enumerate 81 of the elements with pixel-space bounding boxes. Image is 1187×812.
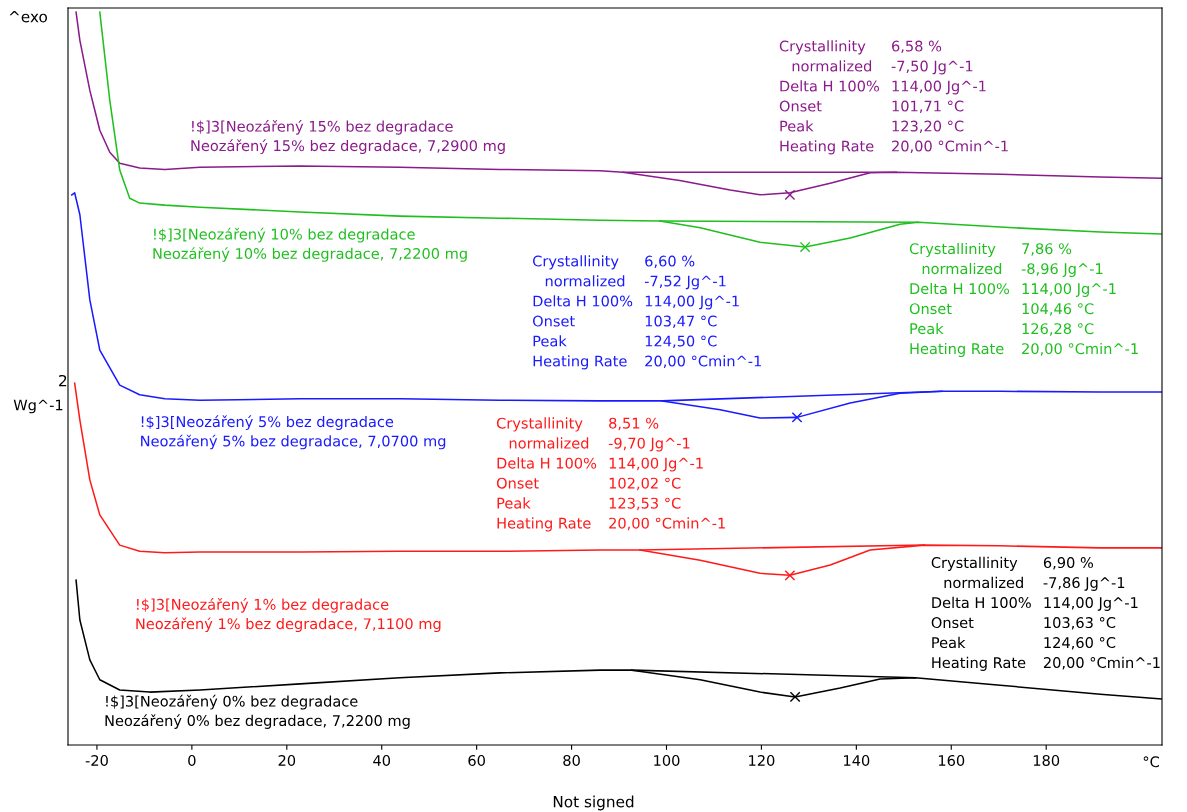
x-tick-label: 140 — [844, 754, 870, 767]
annotation: Heating Rate — [780, 140, 874, 155]
annotation: Onset — [779, 100, 822, 112]
annotation: Delta H 100% — [533, 295, 633, 307]
annotation: -7,50 Jg^-1 — [891, 60, 973, 75]
annotation: 114,00 Jg^-1 — [1044, 597, 1138, 611]
annotation: Onset — [533, 315, 575, 327]
annotation: Peak — [910, 322, 944, 335]
annotation: 6,90 % — [1043, 557, 1094, 570]
annotation: 102,02 °C — [609, 477, 681, 491]
series-label: !$]3[Neozářený 0% bez degradace Neozářený 0% bez degradace, 7,2200 mg — [105, 694, 410, 729]
x-tick-label: 100 — [654, 754, 680, 767]
annotation: Crystallinity — [909, 242, 996, 258]
series-label: !$]3[Neozářený 10% bez degradace Neozářený 10% bez degradace, 7,2200 mg — [153, 227, 467, 262]
series-label: !$]3[Neozářený 15% bez degradace Neozářený 15% bez degradace, 7,2900 mg — [191, 119, 505, 155]
x-tick-label: 80 — [563, 754, 580, 767]
text: !$]3[Neozářený 1% bez degradace Neozářený 1% bez degradace, 7,1100 mg — [136, 598, 441, 633]
annotation: 6,58 % — [892, 40, 942, 54]
x-tick-label: 20 — [278, 754, 296, 767]
annotation: 114,00 Jg^-1 — [892, 80, 986, 95]
annotation: Crystallinity — [931, 556, 1018, 571]
text: ^exo — [9, 11, 48, 23]
annotation: -7,86 Jg^-1 — [1043, 577, 1125, 591]
annotation: Delta H 100% — [497, 457, 597, 469]
annotation: 103,47 °C — [645, 315, 717, 329]
annotation: normalized — [792, 60, 872, 72]
annotation: 104,46 °C — [1022, 303, 1094, 316]
annotation: 123,20 °C — [892, 120, 964, 134]
x-axis-title: °C — [1143, 756, 1160, 768]
y-axis-title: Wg^-1 — [13, 399, 63, 414]
annotation: Onset — [909, 303, 952, 315]
annotation: Peak — [533, 335, 567, 347]
x-tick-label: 160 — [938, 754, 965, 767]
annotation: Heating Rate — [910, 342, 1004, 358]
annotation: 8,51 % — [609, 417, 659, 431]
annotation: 114,00 Jg^-1 — [645, 295, 739, 310]
annotation: Delta H 100% — [932, 596, 1031, 609]
annotation: 114,00 Jg^-1 — [609, 457, 703, 472]
annotation: 114,00 Jg^-1 — [1022, 283, 1116, 298]
annotation: 20,00 °Cmin^-1 — [892, 140, 1008, 154]
annotation: 126,28 °C — [1022, 323, 1094, 336]
x-tick-label: 120 — [749, 754, 775, 767]
annotation: Peak — [932, 636, 966, 649]
annotation: 6,60 % — [645, 255, 695, 269]
annotation: 124,50 °C — [645, 335, 717, 349]
annotation: normalized — [509, 437, 589, 449]
annotation: -8,96 Jg^-1 — [1021, 263, 1103, 278]
annotation: normalized — [944, 576, 1023, 589]
annotation: Peak — [780, 120, 814, 132]
annotation: normalized — [545, 275, 625, 287]
x-tick-label: -20 — [85, 754, 108, 767]
annotation: normalized — [922, 262, 1002, 275]
annotation: Crystallinity — [496, 417, 583, 432]
annotation: Delta H 100% — [910, 282, 1010, 295]
x-tick-label: 180 — [1033, 754, 1060, 767]
annotation: 20,00 °Cmin^-1 — [1043, 656, 1160, 670]
annotation: Heating Rate — [497, 517, 591, 532]
annotation: Heating Rate — [533, 355, 627, 370]
series-label: !$]3[Neozářený 5% bez degradace Neozářený 5% bez degradace, 7,0700 mg — [141, 415, 446, 450]
annotation: Delta H 100% — [780, 80, 880, 92]
annotation: Crystallinity — [533, 255, 619, 270]
annotation: -7,52 Jg^-1 — [644, 275, 726, 290]
annotation: 20,00 °Cmin^-1 — [1022, 342, 1138, 356]
x-tick-label: 60 — [468, 754, 485, 767]
annotation: Onset — [496, 477, 539, 489]
annotation: 20,00 °Cmin^-1 — [609, 517, 725, 531]
annotation: 101,71 °C — [892, 100, 964, 114]
annotation: 7,86 % — [1022, 243, 1072, 256]
annotation: Peak — [497, 497, 531, 509]
text: Not signed — [553, 795, 634, 811]
annotation: 124,60 °C — [1044, 637, 1116, 650]
x-tick-label: 0 — [188, 754, 196, 767]
annotation: 20,00 °Cmin^-1 — [645, 355, 761, 369]
annotation: 123,53 °C — [609, 497, 681, 511]
x-tick-label: 40 — [373, 754, 391, 767]
text: 2 — [59, 374, 67, 387]
annotation: Crystallinity — [779, 40, 866, 55]
annotation: Onset — [931, 617, 974, 629]
annotation: -9,70 Jg^-1 — [608, 437, 690, 452]
annotation: Heating Rate — [932, 656, 1026, 671]
annotation: 103,63 °C — [1044, 617, 1116, 630]
